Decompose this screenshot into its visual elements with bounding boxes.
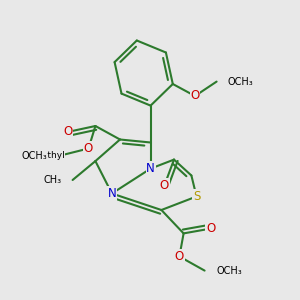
Text: S: S <box>193 190 200 203</box>
Text: O: O <box>160 179 169 192</box>
Text: N: N <box>107 187 116 200</box>
Text: O: O <box>206 222 215 235</box>
Text: O: O <box>63 125 72 139</box>
Text: O: O <box>190 89 200 103</box>
Text: OCH₃: OCH₃ <box>21 151 47 161</box>
Text: CH₃: CH₃ <box>43 175 61 185</box>
Text: O: O <box>175 250 184 263</box>
Text: OCH₃: OCH₃ <box>228 76 254 87</box>
Text: OCH₃: OCH₃ <box>216 266 242 276</box>
Text: N: N <box>146 162 155 175</box>
Text: methyl: methyl <box>33 152 65 160</box>
Text: O: O <box>84 142 93 155</box>
